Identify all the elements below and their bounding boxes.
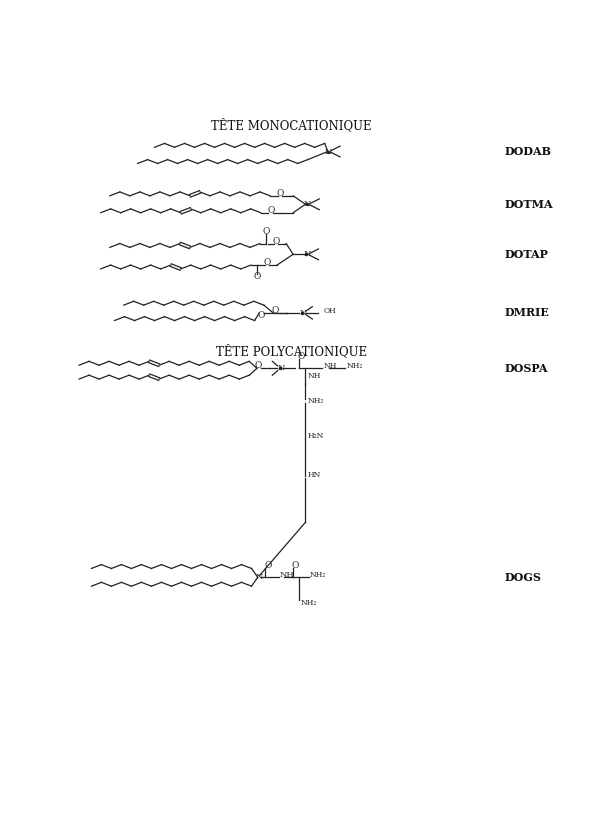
Text: N: N (303, 250, 311, 258)
Text: TÊTE POLYCATIONIQUE: TÊTE POLYCATIONIQUE (216, 344, 367, 359)
Text: O: O (272, 237, 280, 246)
Text: DOTAP: DOTAP (505, 249, 549, 260)
Text: DOSPA: DOSPA (505, 363, 548, 374)
Text: NH₂: NH₂ (347, 362, 364, 370)
Text: N: N (300, 308, 307, 317)
Text: NH: NH (308, 372, 321, 380)
Text: HN: HN (308, 471, 321, 478)
Text: NH₂: NH₂ (310, 571, 326, 579)
Text: H₂N: H₂N (308, 432, 324, 440)
Text: DODAB: DODAB (505, 146, 552, 157)
Text: O: O (277, 189, 284, 198)
Text: N: N (304, 201, 311, 208)
Text: NH: NH (324, 362, 337, 370)
Text: NH₂: NH₂ (308, 396, 324, 405)
Text: DMRIE: DMRIE (505, 308, 550, 319)
Text: O: O (264, 561, 271, 570)
Text: O: O (263, 258, 271, 268)
Text: O: O (263, 227, 270, 237)
Text: O: O (272, 306, 279, 315)
Text: O: O (258, 311, 265, 319)
Text: O: O (255, 361, 262, 370)
Text: O: O (254, 273, 261, 281)
Text: O: O (267, 206, 274, 215)
Text: DOTMA: DOTMA (505, 199, 553, 210)
Text: NH₂: NH₂ (301, 599, 317, 607)
Text: N: N (325, 147, 332, 155)
Text: O: O (292, 561, 299, 570)
Text: OH: OH (323, 308, 336, 315)
Text: DOGS: DOGS (505, 572, 542, 583)
Text: N: N (255, 573, 263, 581)
Text: TÊTE MONOCATIONIQUE: TÊTE MONOCATIONIQUE (211, 118, 372, 132)
Text: O: O (298, 352, 305, 361)
Text: NH: NH (280, 571, 295, 579)
Text: N: N (277, 364, 285, 372)
